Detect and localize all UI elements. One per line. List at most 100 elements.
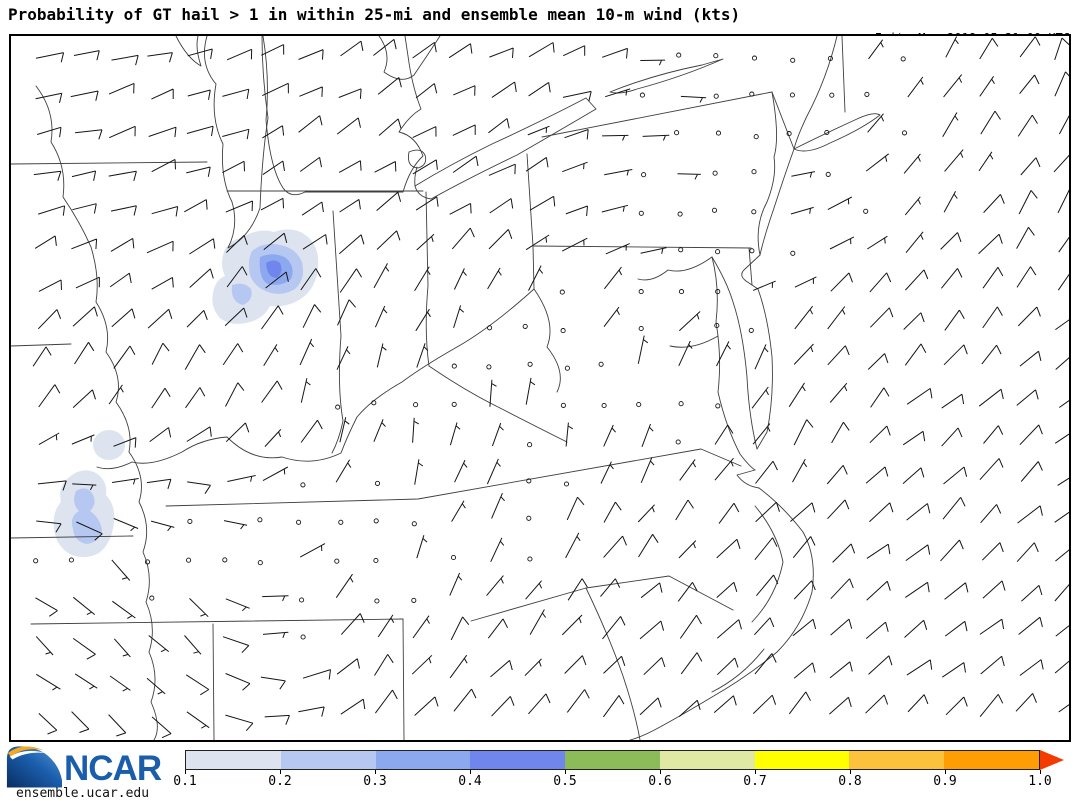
wind-barb (940, 232, 962, 250)
wind-barb (604, 169, 633, 176)
wind-barb (186, 310, 208, 328)
wind-barb (942, 112, 959, 137)
calm-wind-marker (790, 250, 796, 256)
calm-wind-marker (678, 289, 685, 295)
geo-pamlico-sound (711, 648, 765, 693)
calm-wind-marker (526, 515, 532, 521)
wind-barb (678, 340, 693, 367)
wind-barb (71, 711, 90, 733)
wind-barb (111, 308, 136, 328)
wind-barb (335, 459, 352, 483)
wind-barb (794, 276, 817, 288)
wind-barb (453, 688, 477, 712)
wind-barb (678, 311, 701, 332)
geo-ny-nj-border (771, 91, 795, 150)
geo-lake-michigan (204, 36, 269, 249)
wind-barb (262, 125, 285, 139)
wind-barb (979, 37, 999, 60)
colorbar-tick (850, 770, 851, 774)
wind-barb (302, 304, 322, 328)
wind-barb (903, 153, 921, 174)
wind-barb (491, 81, 517, 98)
wind-barb (1019, 74, 1040, 95)
wind-barb (564, 129, 589, 140)
wind-barb (74, 673, 98, 690)
geo-hampton-roads (736, 469, 760, 489)
wind-barb (980, 655, 1005, 675)
geo-ms-al-border (212, 623, 215, 740)
wind-barb (942, 662, 966, 678)
wind-barb (754, 344, 769, 370)
wind-barb (261, 380, 283, 403)
wind-barb (373, 419, 386, 442)
calm-wind-marker (714, 322, 720, 329)
wind-barb (416, 535, 428, 559)
hail-contour-se-missouri-0.1 (93, 430, 126, 461)
wind-barb (302, 234, 328, 250)
wind-barb (1019, 659, 1044, 676)
wind-barb (792, 458, 808, 483)
wind-barb (605, 243, 630, 255)
calm-wind-marker (335, 404, 341, 410)
wind-barb (186, 426, 212, 442)
wind-barb (38, 713, 58, 735)
calm-wind-marker (563, 481, 570, 487)
wind-barb (866, 543, 891, 559)
wind-barb (110, 205, 137, 216)
wind-barb (640, 59, 666, 66)
calm-wind-marker (338, 519, 344, 525)
wind-barb (561, 237, 588, 252)
calm-wind-marker (715, 403, 721, 409)
wind-barb (907, 694, 929, 713)
wind-barb (528, 42, 555, 58)
geo-mason-dixon-line (533, 245, 752, 249)
wind-barb (416, 233, 435, 251)
geo-long-island (793, 113, 881, 152)
wind-barb (793, 419, 814, 446)
calm-wind-marker (527, 361, 533, 367)
wind-barb (905, 231, 924, 254)
wind-barb (943, 466, 968, 485)
wind-barb (827, 306, 846, 330)
wind-barb (1016, 227, 1035, 249)
wind-barb (525, 580, 543, 600)
geo-potomac-river (637, 256, 713, 281)
wind-barb (189, 238, 216, 255)
wind-barb (376, 230, 401, 250)
wind-barb (790, 502, 816, 522)
wind-barb (71, 170, 97, 181)
wind-barb (36, 520, 62, 533)
wind-barb (151, 276, 174, 290)
colorbar-segment-0.4 (470, 751, 566, 769)
geo-md-de-border (748, 247, 753, 286)
geo-in-oh-border (425, 191, 430, 367)
wind-barb (793, 662, 816, 679)
site-url: ensemble.ucar.edu (16, 786, 150, 800)
wind-barb (603, 501, 622, 523)
wind-barb (903, 312, 925, 330)
wind-barb (604, 266, 623, 290)
wind-barb (675, 499, 694, 521)
geo-rappahannock-river (669, 335, 719, 348)
wind-barb (113, 638, 131, 658)
wind-barb (108, 170, 137, 182)
wind-barb (298, 706, 325, 717)
calm-wind-marker (749, 248, 755, 254)
wind-barb (983, 425, 1004, 444)
wind-barb (38, 205, 66, 216)
colorbar-tick (280, 770, 281, 774)
calm-wind-marker (373, 557, 379, 564)
wind-barb (72, 637, 96, 660)
wind-barb (528, 265, 544, 291)
wind-barb (978, 233, 1003, 255)
wind-barb (32, 346, 52, 367)
wind-barb (904, 619, 928, 638)
calm-wind-marker (149, 595, 155, 601)
wind-barb (679, 459, 697, 481)
wind-barb (451, 500, 466, 522)
wind-barb (339, 417, 350, 443)
wind-barb (186, 125, 214, 137)
wind-barb (865, 466, 889, 484)
wind-barb (146, 240, 174, 254)
calm-wind-marker (186, 557, 192, 563)
